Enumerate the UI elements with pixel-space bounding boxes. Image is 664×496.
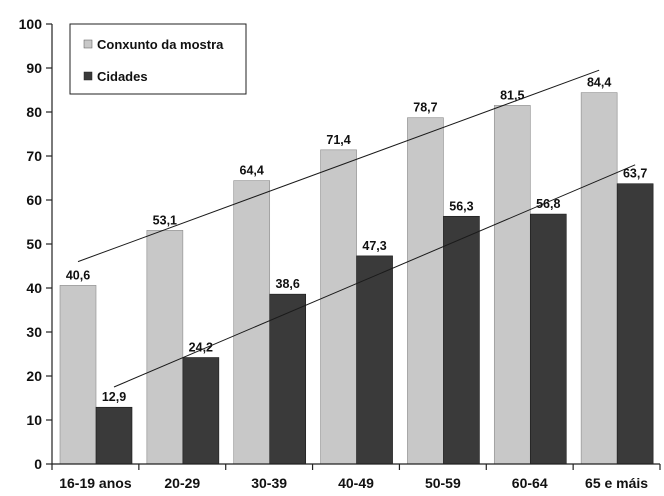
y-tick-label: 20 <box>26 368 42 384</box>
legend-label-cidades: Cidades <box>97 69 148 84</box>
bar-cidades <box>95 406 133 465</box>
y-tick-label: 0 <box>34 456 42 472</box>
data-label: 53,1 <box>153 213 177 227</box>
x-tick-label: 30-39 <box>251 475 287 491</box>
bar-conxunto <box>320 149 357 465</box>
data-label: 12,9 <box>102 390 126 404</box>
y-tick-label: 70 <box>26 148 42 164</box>
data-label: 38,6 <box>276 277 300 291</box>
legend-swatch-conxunto <box>83 39 93 49</box>
x-tick-label: 60-64 <box>512 475 548 491</box>
x-tick-label: 65 e máis <box>585 475 648 491</box>
data-label: 56,3 <box>449 199 473 213</box>
x-tick-label: 20-29 <box>164 475 200 491</box>
data-label: 71,4 <box>326 133 350 147</box>
x-tick-label: 16-19 anos <box>59 475 132 491</box>
data-label: 81,5 <box>500 88 524 102</box>
y-tick-label: 30 <box>26 324 42 340</box>
bar-cidades <box>616 183 654 465</box>
data-label: 47,3 <box>362 239 386 253</box>
data-labels: 40,6 53,1 64,4 71,4 78,7 81,5 84,4 12,9 24,2 38,6… <box>66 76 648 405</box>
bar-conxunto <box>580 92 618 465</box>
y-tick-label: 40 <box>26 280 42 296</box>
y-axis: 0 10 20 30 40 50 60 70 80 90 100 <box>19 16 53 472</box>
data-label: 56,8 <box>536 197 560 211</box>
bar-conxunto <box>59 285 97 465</box>
x-axis: 16-19 anos 20-29 30-39 40-49 50-59 60-64 65 e … <box>51 463 661 491</box>
y-tick-label: 80 <box>26 104 42 120</box>
trendlines <box>77 69 636 388</box>
y-tick-label: 50 <box>26 236 42 252</box>
bar-conxunto <box>146 230 184 465</box>
legend-label-conxunto: Conxunto da mostra <box>97 37 224 52</box>
data-label: 84,4 <box>587 76 611 90</box>
bar-cidades <box>269 293 307 465</box>
legend-swatch-cidades <box>83 71 93 81</box>
y-tick-label: 10 <box>26 412 42 428</box>
bar-cidades <box>529 213 567 465</box>
data-label: 78,7 <box>413 101 437 115</box>
data-label: 64,4 <box>240 164 264 178</box>
x-tick-label: 40-49 <box>338 475 374 491</box>
data-label: 24,2 <box>189 341 213 355</box>
legend-box <box>69 23 247 95</box>
bar-cidades <box>356 255 393 465</box>
bar-conxunto <box>407 117 444 465</box>
y-tick-label: 100 <box>19 16 43 32</box>
bar-cidades <box>443 215 480 465</box>
bar-cidades <box>182 357 220 465</box>
legend: Conxunto da mostra Cidades <box>69 23 247 95</box>
bar-conxunto <box>493 105 531 465</box>
trendline-cidades <box>113 164 636 388</box>
bars <box>59 92 654 465</box>
bar-conxunto <box>233 180 271 465</box>
x-tick-label: 50-59 <box>425 475 461 491</box>
trendline-conxunto <box>77 69 600 263</box>
data-label: 63,7 <box>623 167 647 181</box>
y-tick-label: 90 <box>26 60 42 76</box>
data-label: 40,6 <box>66 268 90 282</box>
y-tick-label: 60 <box>26 192 42 208</box>
